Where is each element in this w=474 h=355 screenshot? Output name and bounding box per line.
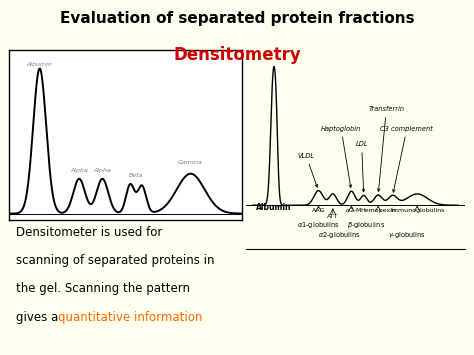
Text: Densitometer is used for: Densitometer is used for	[17, 226, 163, 239]
Text: $\gamma$-globulins: $\gamma$-globulins	[388, 230, 426, 240]
Text: VLDL: VLDL	[298, 153, 318, 187]
Text: Transferrin: Transferrin	[368, 106, 404, 191]
Text: Albumin: Albumin	[255, 203, 291, 213]
Text: Haptoglobin: Haptoglobin	[321, 125, 361, 187]
Text: Beta: Beta	[129, 173, 143, 178]
Text: Alpha: Alpha	[70, 168, 88, 173]
Text: $\beta$-globulins: $\beta$-globulins	[346, 220, 385, 230]
Text: C3 complement: C3 complement	[381, 125, 433, 192]
Text: LDL: LDL	[356, 141, 368, 192]
Text: gives a: gives a	[17, 311, 63, 323]
Text: $\alpha$1-globulins: $\alpha$1-globulins	[297, 220, 340, 230]
Text: the gel. Scanning the pattern: the gel. Scanning the pattern	[17, 283, 191, 295]
Text: quantitative information: quantitative information	[58, 311, 202, 323]
Text: $\alpha$2-M: $\alpha$2-M	[345, 207, 362, 214]
Text: Albumin: Albumin	[27, 62, 53, 67]
Text: Alpha: Alpha	[93, 168, 111, 173]
Text: ATT: ATT	[327, 214, 338, 219]
Text: Evaluation of separated protein fractions: Evaluation of separated protein fraction…	[60, 11, 414, 26]
Text: AAG: AAG	[312, 208, 325, 213]
Text: $\alpha$2-globulins: $\alpha$2-globulins	[318, 230, 360, 240]
Text: Hemopexin: Hemopexin	[360, 208, 396, 213]
Text: Gamma: Gamma	[178, 160, 203, 165]
Text: Immunoglobulins: Immunoglobulins	[390, 208, 445, 213]
Text: Densitometry: Densitometry	[173, 46, 301, 64]
Text: scanning of separated proteins in: scanning of separated proteins in	[17, 254, 215, 267]
